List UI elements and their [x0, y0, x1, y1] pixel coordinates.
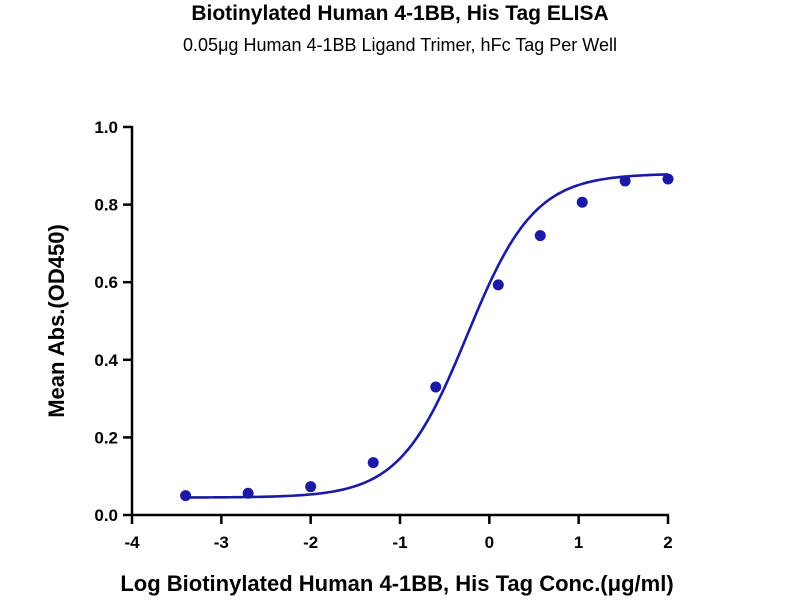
- data-point: [367, 457, 379, 469]
- data-point: [305, 481, 317, 493]
- data-point: [534, 230, 546, 242]
- y-tick-label: 0.4: [94, 351, 118, 370]
- data-point: [576, 196, 588, 208]
- points-layer: [180, 173, 674, 502]
- fit-curve: [185, 173, 669, 499]
- data-point: [619, 175, 631, 187]
- curve-layer: [185, 173, 669, 499]
- x-tick-label: -3: [214, 533, 229, 552]
- x-tick-label: -1: [392, 533, 407, 552]
- x-axis-title: Log Biotinylated Human 4-1BB, His Tag Co…: [120, 571, 673, 596]
- data-point: [430, 381, 442, 393]
- ticks: -4 -3 -2 -1 0 1 2 0.0 0.2 0.4 0.6 0.8 1.0: [94, 118, 672, 552]
- x-tick-label: 2: [663, 533, 672, 552]
- y-tick-label: 0.8: [94, 196, 118, 215]
- y-tick-label: 1.0: [94, 118, 118, 137]
- y-axis-title: Mean Abs.(OD450): [44, 224, 69, 418]
- x-tick-label: -4: [124, 533, 140, 552]
- y-tick-label: 0.0: [94, 506, 118, 525]
- data-point: [662, 173, 674, 185]
- data-point: [492, 279, 504, 291]
- data-point: [242, 487, 254, 499]
- x-tick-label: 1: [574, 533, 583, 552]
- y-tick-label: 0.2: [94, 428, 118, 447]
- chart-subtitle: 0.05μg Human 4-1BB Ligand Trimer, hFc Ta…: [183, 35, 617, 55]
- x-tick-label: 0: [485, 533, 494, 552]
- data-point: [180, 490, 192, 502]
- y-tick-label: 0.6: [94, 273, 118, 292]
- x-tick-label: -2: [303, 533, 318, 552]
- chart-title: Biotinylated Human 4-1BB, His Tag ELISA: [191, 2, 609, 25]
